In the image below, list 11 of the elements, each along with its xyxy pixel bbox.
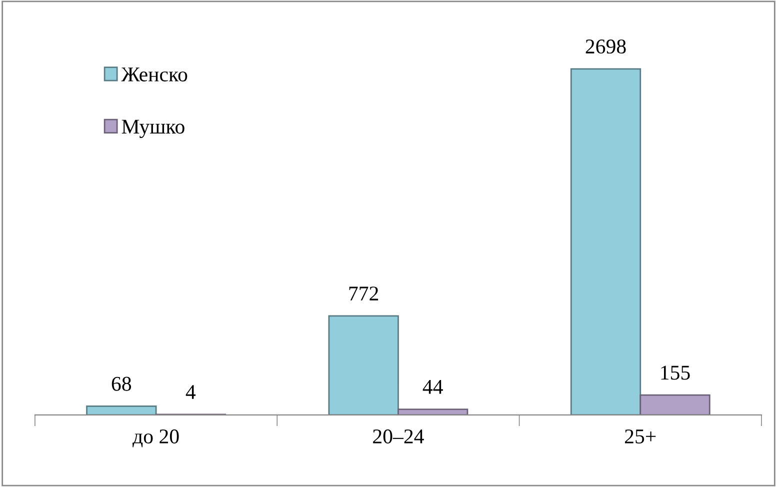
legend-label: Мушко — [122, 120, 184, 138]
data-label: 2698 — [586, 39, 626, 54]
data-label: 4 — [186, 385, 196, 399]
data-label: 772 — [349, 286, 378, 300]
legend-label: Женско — [121, 68, 188, 82]
data-label: 155 — [661, 366, 690, 380]
x-tick-label: 20–24 — [373, 429, 424, 444]
x-tick-label: до 20 — [132, 429, 179, 448]
data-label: 68 — [112, 376, 132, 391]
data-label: 44 — [422, 380, 443, 394]
x-tick-label: 25+ — [625, 429, 656, 444]
